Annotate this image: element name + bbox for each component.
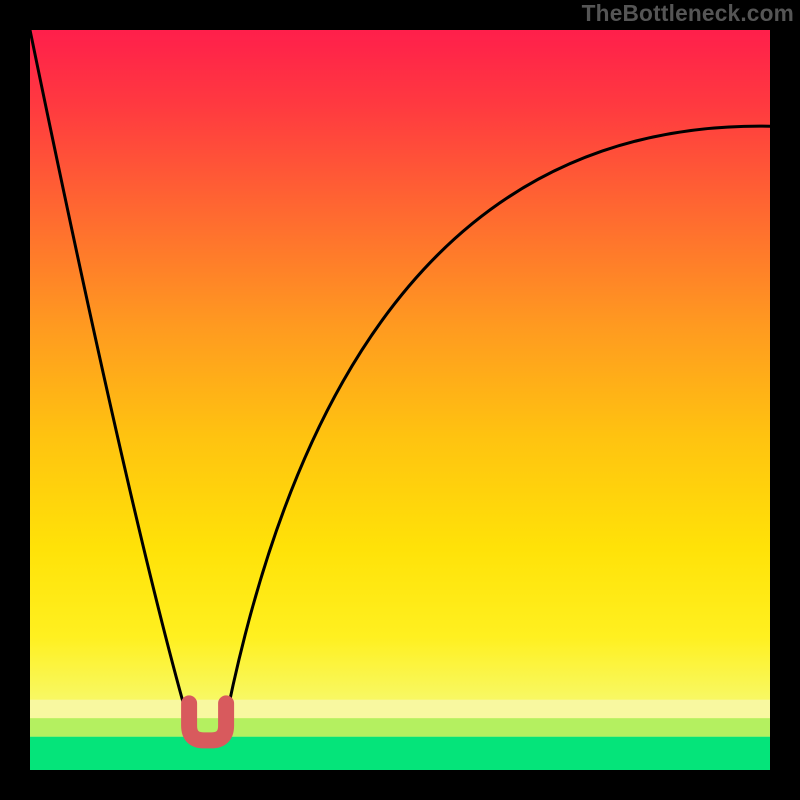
band-pale_yellow xyxy=(30,700,770,719)
plot-svg xyxy=(30,30,770,770)
gradient-background xyxy=(30,30,770,770)
band-green xyxy=(30,737,770,770)
bottom-bands xyxy=(30,700,770,770)
chart-root: TheBottleneck.com xyxy=(0,0,800,800)
band-lime xyxy=(30,718,770,737)
watermark: TheBottleneck.com xyxy=(582,0,794,27)
plot-area xyxy=(30,30,770,770)
